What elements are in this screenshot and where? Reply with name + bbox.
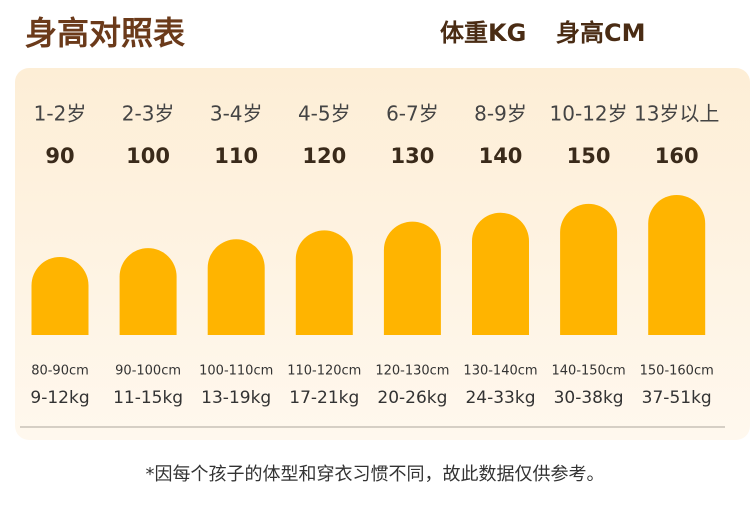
age-label: 8-9岁 — [474, 102, 527, 126]
weight-range: 30-38kg — [554, 388, 624, 408]
age-label: 2-3岁 — [122, 102, 175, 126]
size-bar — [119, 248, 177, 335]
height-range: 130-140cm — [463, 364, 537, 379]
height-range: 120-130cm — [375, 364, 449, 379]
weight-range: 24-33kg — [465, 388, 535, 408]
size-label: 150 — [567, 144, 611, 168]
age-label: 1-2岁 — [34, 102, 87, 126]
weight-range: 9-12kg — [30, 388, 89, 408]
size-bar — [560, 203, 618, 335]
weight-range: 13-19kg — [201, 388, 271, 408]
size-label: 120 — [302, 144, 346, 168]
height-range: 140-150cm — [552, 364, 626, 379]
footnote: *因每个孩子的体型和穿衣习惯不同，故此数据仅供参考。 — [146, 464, 605, 485]
weight-unit: 体重KG — [440, 19, 526, 47]
weight-range: 20-26kg — [377, 388, 447, 408]
size-bar — [207, 239, 265, 335]
size-bar — [383, 221, 441, 335]
size-label: 90 — [45, 144, 74, 168]
age-label: 3-4岁 — [210, 102, 263, 126]
size-bar — [31, 257, 89, 335]
size-label: 130 — [390, 144, 434, 168]
title: 身高对照表 — [25, 14, 185, 52]
age-label: 4-5岁 — [298, 102, 351, 126]
size-bar — [472, 212, 529, 335]
height-range: 90-100cm — [115, 364, 181, 379]
size-label: 100 — [126, 144, 170, 168]
weight-range: 37-51kg — [642, 388, 712, 408]
size-label: 160 — [655, 144, 699, 168]
height-range: 100-110cm — [199, 364, 273, 379]
age-label: 10-12岁 — [550, 102, 628, 126]
size-label: 140 — [479, 144, 523, 168]
age-label: 13岁以上 — [634, 102, 719, 126]
size-label: 110 — [214, 144, 258, 168]
panel — [15, 68, 750, 440]
weight-range: 11-15kg — [113, 388, 183, 408]
height-range: 80-90cm — [31, 364, 89, 379]
age-label: 6-7岁 — [386, 102, 439, 126]
height-range: 150-160cm — [640, 364, 714, 379]
height-range: 110-120cm — [287, 364, 361, 379]
size-bar — [648, 195, 706, 335]
size-bar — [295, 230, 353, 335]
weight-range: 17-21kg — [289, 388, 359, 408]
height-unit: 身高CM — [556, 19, 646, 47]
